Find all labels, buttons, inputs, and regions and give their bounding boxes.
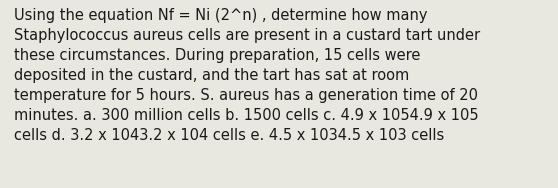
Text: Using the equation Nf = Ni (2^n) , determine how many
Staphylococcus aureus cell: Using the equation Nf = Ni (2^n) , deter… — [14, 8, 480, 143]
